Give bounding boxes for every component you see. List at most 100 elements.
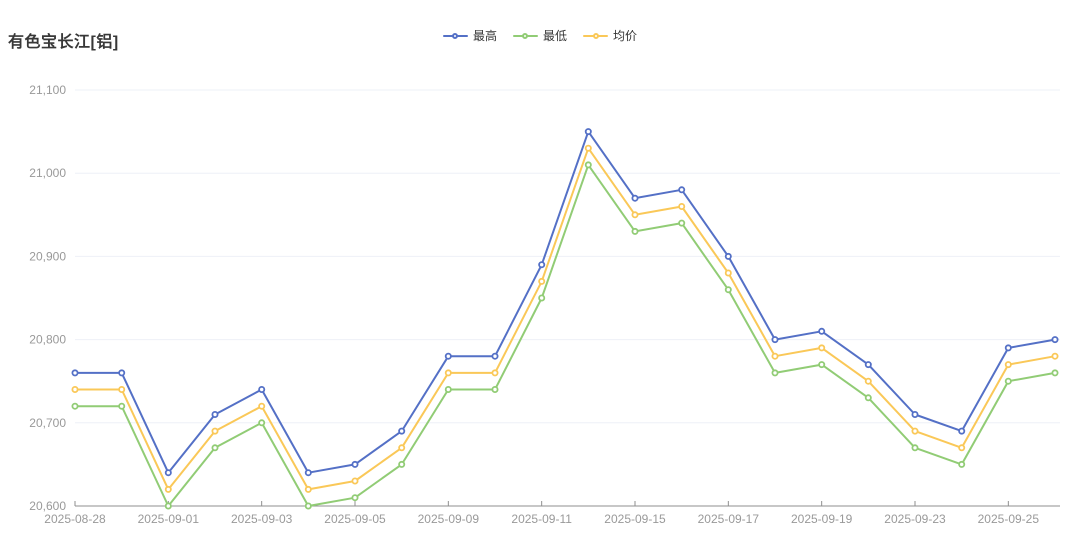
data-point-marker-high bbox=[164, 469, 172, 477]
chart-header: 有色宝长江[铝] 最高 最低 均价 bbox=[0, 26, 1080, 52]
data-point-marker-high bbox=[444, 352, 452, 360]
legend-label-low: 最低 bbox=[542, 29, 567, 43]
data-point-marker-high bbox=[304, 469, 312, 477]
data-point-marker-avg bbox=[351, 477, 359, 485]
data-point-marker-low bbox=[911, 444, 919, 452]
legend-item-avg[interactable]: 均价 bbox=[583, 30, 637, 42]
data-point-marker-high bbox=[584, 128, 592, 136]
data-point-marker-high bbox=[351, 460, 359, 468]
low-legend-marker-icon bbox=[512, 30, 538, 42]
data-point-marker-low bbox=[631, 227, 639, 235]
data-point-marker-low bbox=[724, 286, 732, 294]
data-point-marker-avg bbox=[211, 427, 219, 435]
data-point-marker-high bbox=[491, 352, 499, 360]
data-point-marker-high bbox=[958, 427, 966, 435]
x-axis-label: 2025-09-25 bbox=[978, 512, 1040, 526]
data-point-marker-high bbox=[211, 410, 219, 418]
data-point-marker-low bbox=[1051, 369, 1059, 377]
avg-legend-marker-icon bbox=[583, 30, 608, 42]
series-line-low bbox=[74, 163, 1056, 507]
x-axis-label: 2025-08-28 bbox=[44, 512, 106, 526]
data-point-marker-high bbox=[1051, 336, 1059, 344]
y-axis-label: 21,000 bbox=[29, 166, 66, 180]
data-point-marker-high bbox=[538, 261, 546, 269]
data-point-marker-low bbox=[118, 402, 126, 410]
y-axis-label: 20,900 bbox=[29, 249, 66, 263]
x-axis-label: 2025-09-03 bbox=[231, 512, 293, 526]
y-axis-label: 21,100 bbox=[29, 83, 66, 97]
data-point-marker-low bbox=[538, 294, 546, 302]
legend-item-high[interactable]: 最高 bbox=[442, 29, 497, 43]
x-axis-label: 2025-09-05 bbox=[324, 512, 386, 526]
legend-label-high: 最高 bbox=[472, 29, 497, 43]
data-point-marker-avg bbox=[724, 269, 732, 277]
data-point-marker-low bbox=[584, 161, 592, 169]
data-point-marker-high bbox=[1004, 344, 1012, 352]
x-axis-label: 2025-09-17 bbox=[698, 512, 760, 526]
x-axis-label: 2025-09-09 bbox=[418, 512, 480, 526]
x-axis-label: 2025-09-19 bbox=[791, 512, 853, 526]
data-point-marker-low bbox=[304, 502, 312, 510]
data-point-marker-avg bbox=[911, 427, 919, 435]
data-point-marker-low bbox=[678, 219, 686, 227]
data-point-marker-low bbox=[818, 361, 826, 369]
data-point-marker-high bbox=[71, 369, 79, 377]
series-line-avg bbox=[74, 147, 1056, 491]
data-point-marker-avg bbox=[1051, 352, 1059, 360]
y-axis-label: 20,700 bbox=[29, 416, 66, 430]
series-line-high bbox=[74, 130, 1056, 474]
legend-label-avg: 均价 bbox=[613, 29, 638, 43]
x-axis-label: 2025-09-23 bbox=[884, 512, 946, 526]
data-point-marker-high bbox=[118, 369, 126, 377]
high-legend-marker-icon bbox=[442, 30, 468, 42]
data-point-marker-high bbox=[398, 427, 406, 435]
data-point-marker-high bbox=[724, 252, 732, 260]
data-point-marker-avg bbox=[584, 144, 592, 152]
data-point-marker-high bbox=[818, 327, 826, 335]
data-point-marker-high bbox=[631, 194, 639, 202]
data-point-marker-low bbox=[351, 494, 359, 502]
data-point-marker-low bbox=[1004, 377, 1012, 385]
data-point-marker-avg bbox=[304, 485, 312, 493]
data-point-marker-high bbox=[771, 336, 779, 344]
data-point-marker-avg bbox=[398, 444, 406, 452]
data-point-marker-high bbox=[864, 361, 872, 369]
data-point-marker-avg bbox=[538, 277, 546, 285]
data-point-marker-low bbox=[164, 502, 172, 510]
y-axis-label: 20,600 bbox=[29, 499, 66, 513]
data-point-marker-low bbox=[958, 460, 966, 468]
data-point-marker-avg bbox=[678, 202, 686, 210]
data-point-marker-avg bbox=[118, 385, 126, 393]
data-point-marker-avg bbox=[958, 444, 966, 452]
legend-item-low[interactable]: 最低 bbox=[512, 29, 567, 43]
x-axis-label: 2025-09-01 bbox=[138, 512, 200, 526]
data-point-marker-low bbox=[771, 369, 779, 377]
data-point-marker-low bbox=[398, 460, 406, 468]
data-point-marker-avg bbox=[1004, 361, 1012, 369]
y-axis-label: 20,800 bbox=[29, 333, 66, 347]
data-point-marker-avg bbox=[258, 402, 266, 410]
data-point-marker-avg bbox=[444, 369, 452, 377]
data-point-marker-low bbox=[258, 419, 266, 427]
data-point-marker-avg bbox=[818, 344, 826, 352]
data-point-marker-low bbox=[211, 444, 219, 452]
data-point-marker-low bbox=[491, 385, 499, 393]
x-axis-label: 2025-09-11 bbox=[511, 512, 572, 526]
legend: 最高 最低 均价 bbox=[0, 30, 1080, 42]
data-point-marker-avg bbox=[491, 369, 499, 377]
chart-title: 有色宝长江[铝] bbox=[8, 34, 119, 51]
data-point-marker-avg bbox=[631, 211, 639, 219]
data-point-marker-low bbox=[71, 402, 79, 410]
data-point-marker-avg bbox=[71, 385, 79, 393]
data-point-marker-high bbox=[911, 410, 919, 418]
x-axis-label: 2025-09-15 bbox=[604, 512, 666, 526]
data-point-marker-avg bbox=[864, 377, 872, 385]
data-point-marker-high bbox=[258, 385, 266, 393]
data-point-marker-high bbox=[678, 186, 686, 194]
data-point-marker-avg bbox=[164, 485, 172, 493]
data-point-marker-low bbox=[444, 385, 452, 393]
data-point-marker-avg bbox=[771, 352, 779, 360]
data-point-marker-low bbox=[864, 394, 872, 402]
